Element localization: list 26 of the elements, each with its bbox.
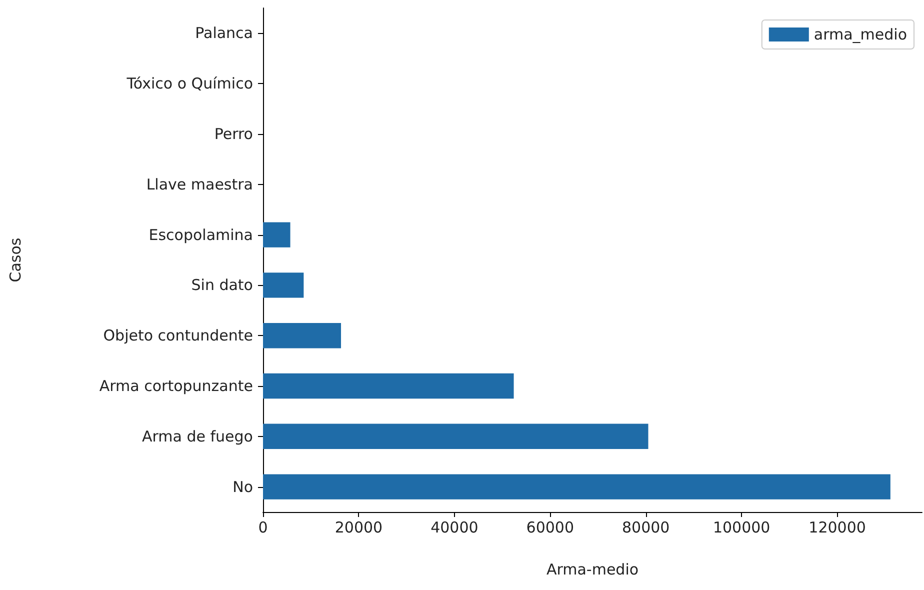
x-tick-label: 0 xyxy=(258,518,268,536)
y-tick-label: Sin dato xyxy=(191,276,253,294)
x-tick-label: 120000 xyxy=(808,518,866,536)
x-axis-title: Arma-medio xyxy=(546,560,639,578)
x-tick-label: 100000 xyxy=(712,518,770,536)
y-tick-label: Objeto contundente xyxy=(103,326,253,345)
x-tick-label: 80000 xyxy=(622,518,670,536)
y-axis-title: Casos xyxy=(6,238,24,282)
x-tick-label: 60000 xyxy=(526,518,574,536)
x-tick-label: 20000 xyxy=(334,518,383,536)
y-tick-label: Arma cortopunzante xyxy=(99,377,253,395)
bar xyxy=(263,272,304,298)
y-tick-label: Escopolamina xyxy=(148,226,253,244)
y-tick-label: Llave maestra xyxy=(146,175,253,194)
bar xyxy=(263,424,648,449)
y-tick-label: Palanca xyxy=(195,24,253,42)
y-tick-label: Tóxico o Químico xyxy=(126,74,253,93)
bar xyxy=(263,474,890,500)
y-tick-label: Arma de fuego xyxy=(142,427,253,446)
bar xyxy=(263,222,290,248)
legend-label: arma_medio xyxy=(814,26,908,44)
bar xyxy=(263,323,342,348)
bar xyxy=(263,373,514,399)
y-tick-label: Perro xyxy=(214,125,253,143)
y-tick-label: No xyxy=(232,478,253,496)
x-tick-label: 40000 xyxy=(430,518,478,536)
